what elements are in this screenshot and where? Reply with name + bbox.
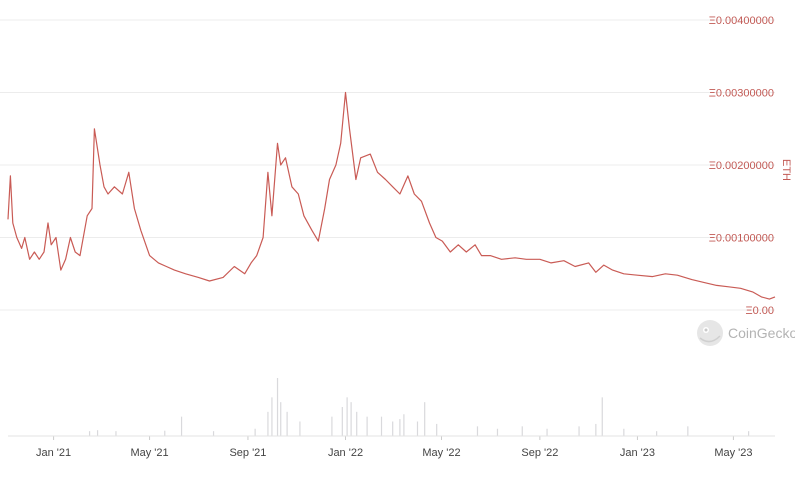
x-tick-label: Jan '22 <box>328 447 363 459</box>
volume-bar <box>96 430 99 436</box>
volume-bar <box>476 426 479 436</box>
volume-bar <box>356 411 358 436</box>
volume-bar <box>687 426 689 436</box>
coingecko-logo-icon <box>697 320 723 346</box>
volume-bar <box>180 416 183 436</box>
volume-bar <box>271 397 273 436</box>
volume-bar <box>496 428 499 436</box>
x-tick-label: Jan '23 <box>620 447 655 459</box>
volume-bar <box>595 423 597 436</box>
volume-bar <box>276 378 279 436</box>
volume-bar <box>331 416 333 436</box>
price-line-layer <box>7 91 776 300</box>
volume-bar <box>399 419 401 436</box>
volume-bar <box>601 397 603 436</box>
volume-bar <box>656 431 658 436</box>
y-tick-label: Ξ0.00200000 <box>709 160 774 172</box>
y-axis-label: ETH <box>780 159 792 181</box>
x-axis-ticks: Jan '21 May '21 Sep '21 Jan '22 May '22 Sep '… <box>8 435 775 459</box>
y-tick-label: Ξ0.00 <box>745 305 774 317</box>
volume-bar <box>380 416 383 436</box>
volume-bar <box>212 431 215 436</box>
volume-bar <box>286 411 288 436</box>
x-tick-label: May '21 <box>130 447 168 459</box>
volume-bar <box>88 431 91 436</box>
volume-bar <box>748 431 750 436</box>
volume-bar <box>350 402 352 436</box>
volume-bar <box>623 428 625 436</box>
volume-bar <box>436 423 438 436</box>
volume-bar <box>416 421 419 436</box>
volume-bar <box>578 426 580 436</box>
x-tick-label: Jan '21 <box>36 447 71 459</box>
y-tick-label: Ξ0.00400000 <box>709 15 774 27</box>
watermark-text: CoinGecko <box>728 325 795 341</box>
volume-bar <box>280 402 282 436</box>
grid-lines <box>0 19 775 311</box>
volume-bars <box>88 378 750 436</box>
volume-bar <box>341 407 343 436</box>
volume-bar <box>424 402 426 436</box>
coingecko-watermark: CoinGecko <box>697 320 795 346</box>
volume-bar <box>521 426 523 436</box>
y-tick-label: Ξ0.00100000 <box>709 233 774 245</box>
x-tick-label: May '22 <box>422 447 460 459</box>
volume-bar <box>254 428 256 436</box>
volume-bar <box>366 416 368 436</box>
volume-bar <box>403 414 405 436</box>
volume-bar <box>392 421 394 436</box>
x-tick-label: Sep '21 <box>229 447 266 459</box>
volume-bar <box>267 411 269 436</box>
x-tick-label: Sep '22 <box>521 447 558 459</box>
volume-bar <box>346 397 348 436</box>
y-axis-ticks: Ξ0.00 Ξ0.00100000 Ξ0.00200000 Ξ0.00300000 Ξ0… <box>709 15 774 317</box>
volume-bar <box>546 428 548 436</box>
price-line <box>7 91 776 300</box>
volume-bar <box>115 431 117 436</box>
volume-bar <box>299 421 301 436</box>
volume-bar <box>164 430 166 436</box>
y-tick-label: Ξ0.00300000 <box>709 88 774 100</box>
x-tick-label: May '23 <box>714 447 752 459</box>
